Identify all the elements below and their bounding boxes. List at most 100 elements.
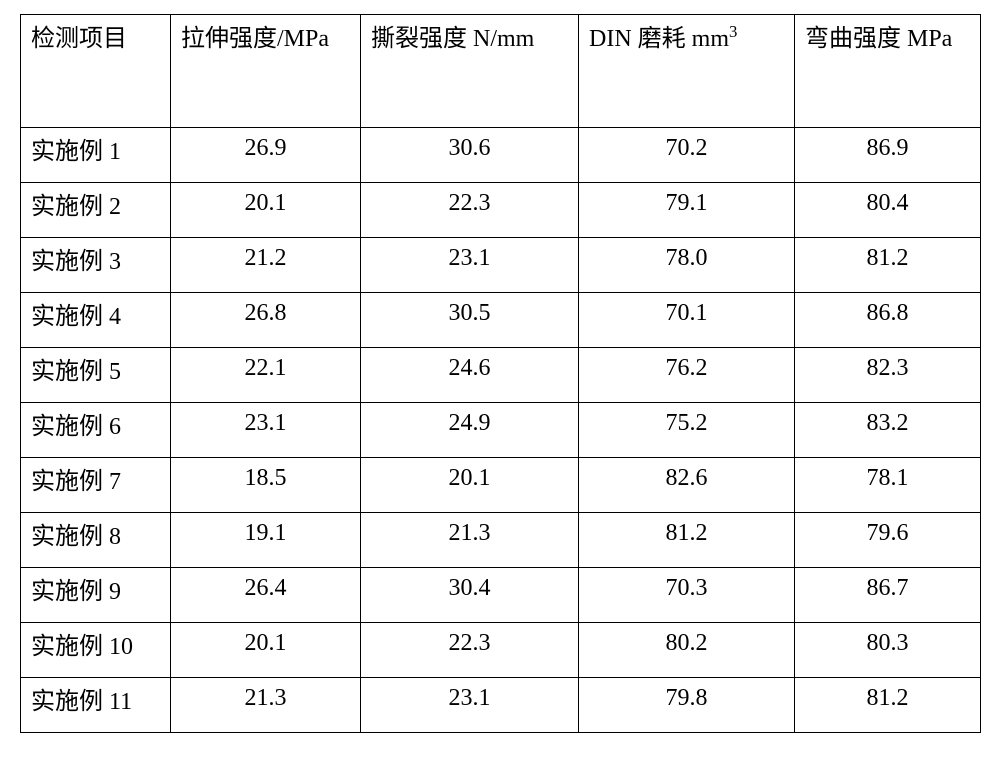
- cell-value: 22.1: [171, 348, 360, 383]
- table-row: 实施例 522.124.676.282.3: [21, 348, 981, 403]
- cell-value: 81.2: [579, 513, 794, 548]
- cell-value: 70.3: [579, 568, 794, 603]
- table-cell: 86.9: [795, 128, 981, 183]
- table-cell: 80.3: [795, 623, 981, 678]
- col-header-4: 弯曲强度 MPa: [795, 15, 981, 128]
- cell-value: 21.3: [361, 513, 578, 548]
- cell-value: 70.2: [579, 128, 794, 163]
- cell-value: 80.4: [795, 183, 980, 218]
- table-row: 实施例 126.930.670.286.9: [21, 128, 981, 183]
- table-cell: 20.1: [171, 623, 361, 678]
- row-label: 实施例 6: [21, 403, 170, 442]
- cell-value: 76.2: [579, 348, 794, 383]
- row-label-cell: 实施例 9: [21, 568, 171, 623]
- cell-value: 21.3: [171, 678, 360, 713]
- table-wrap: 检测项目 拉伸强度/MPa 撕裂强度 N/mm DIN 磨耗 mm3 弯曲强度 …: [0, 0, 1000, 753]
- cell-value: 22.3: [361, 183, 578, 218]
- table-row: 实施例 1020.122.380.280.3: [21, 623, 981, 678]
- table-cell: 26.8: [171, 293, 361, 348]
- cell-value: 82.3: [795, 348, 980, 383]
- row-label-cell: 实施例 5: [21, 348, 171, 403]
- table-cell: 21.3: [361, 513, 579, 568]
- table-cell: 26.9: [171, 128, 361, 183]
- table-cell: 76.2: [579, 348, 795, 403]
- table-cell: 78.1: [795, 458, 981, 513]
- table-cell: 79.1: [579, 183, 795, 238]
- table-cell: 22.1: [171, 348, 361, 403]
- table-cell: 24.6: [361, 348, 579, 403]
- table-cell: 81.2: [579, 513, 795, 568]
- table-cell: 83.2: [795, 403, 981, 458]
- row-label: 实施例 4: [21, 293, 170, 332]
- cell-value: 86.8: [795, 293, 980, 328]
- col-header-1: 拉伸强度/MPa: [171, 15, 361, 128]
- table-cell: 75.2: [579, 403, 795, 458]
- col-header-2: 撕裂强度 N/mm: [361, 15, 579, 128]
- table-cell: 24.9: [361, 403, 579, 458]
- cell-value: 81.2: [795, 678, 980, 713]
- row-label: 实施例 10: [21, 623, 170, 662]
- cell-value: 21.2: [171, 238, 360, 273]
- data-table: 检测项目 拉伸强度/MPa 撕裂强度 N/mm DIN 磨耗 mm3 弯曲强度 …: [20, 14, 981, 733]
- table-row: 实施例 321.223.178.081.2: [21, 238, 981, 293]
- table-row: 实施例 426.830.570.186.8: [21, 293, 981, 348]
- cell-value: 19.1: [171, 513, 360, 548]
- cell-value: 78.1: [795, 458, 980, 493]
- cell-value: 24.9: [361, 403, 578, 438]
- col-header-0-label: 检测项目: [21, 15, 170, 54]
- cell-value: 82.6: [579, 458, 794, 493]
- col-header-1-label: 拉伸强度/MPa: [171, 15, 360, 54]
- table-cell: 80.2: [579, 623, 795, 678]
- row-label-cell: 实施例 6: [21, 403, 171, 458]
- table-cell: 23.1: [361, 238, 579, 293]
- cell-value: 30.6: [361, 128, 578, 163]
- table-row: 实施例 220.122.379.180.4: [21, 183, 981, 238]
- cell-value: 30.5: [361, 293, 578, 328]
- table-cell: 22.3: [361, 183, 579, 238]
- cell-value: 80.3: [795, 623, 980, 658]
- cell-value: 20.1: [171, 623, 360, 658]
- col-header-4-label: 弯曲强度 MPa: [795, 15, 980, 54]
- cell-value: 83.2: [795, 403, 980, 438]
- row-label: 实施例 5: [21, 348, 170, 387]
- row-label: 实施例 3: [21, 238, 170, 277]
- cell-value: 78.0: [579, 238, 794, 273]
- cell-value: 79.8: [579, 678, 794, 713]
- row-label: 实施例 8: [21, 513, 170, 552]
- col-header-2-label: 撕裂强度 N/mm: [361, 15, 578, 54]
- table-header-row: 检测项目 拉伸强度/MPa 撕裂强度 N/mm DIN 磨耗 mm3 弯曲强度 …: [21, 15, 981, 128]
- table-cell: 26.4: [171, 568, 361, 623]
- cell-value: 30.4: [361, 568, 578, 603]
- table-cell: 30.5: [361, 293, 579, 348]
- table-cell: 86.7: [795, 568, 981, 623]
- row-label-cell: 实施例 1: [21, 128, 171, 183]
- cell-value: 20.1: [361, 458, 578, 493]
- cell-value: 23.1: [361, 678, 578, 713]
- cell-value: 70.1: [579, 293, 794, 328]
- cell-value: 75.2: [579, 403, 794, 438]
- table-cell: 18.5: [171, 458, 361, 513]
- table-row: 实施例 718.520.182.678.1: [21, 458, 981, 513]
- row-label-cell: 实施例 10: [21, 623, 171, 678]
- row-label: 实施例 11: [21, 678, 170, 717]
- row-label-cell: 实施例 3: [21, 238, 171, 293]
- cell-value: 23.1: [171, 403, 360, 438]
- cell-value: 23.1: [361, 238, 578, 273]
- table-row: 实施例 819.121.381.279.6: [21, 513, 981, 568]
- row-label-cell: 实施例 8: [21, 513, 171, 568]
- table-cell: 70.3: [579, 568, 795, 623]
- table-cell: 21.3: [171, 678, 361, 733]
- col-header-0: 检测项目: [21, 15, 171, 128]
- table-cell: 82.3: [795, 348, 981, 403]
- table-cell: 79.6: [795, 513, 981, 568]
- table-cell: 81.2: [795, 678, 981, 733]
- row-label-cell: 实施例 2: [21, 183, 171, 238]
- cell-value: 18.5: [171, 458, 360, 493]
- table-cell: 21.2: [171, 238, 361, 293]
- cell-value: 24.6: [361, 348, 578, 383]
- table-cell: 78.0: [579, 238, 795, 293]
- cell-value: 20.1: [171, 183, 360, 218]
- table-cell: 79.8: [579, 678, 795, 733]
- cell-value: 81.2: [795, 238, 980, 273]
- table-cell: 70.1: [579, 293, 795, 348]
